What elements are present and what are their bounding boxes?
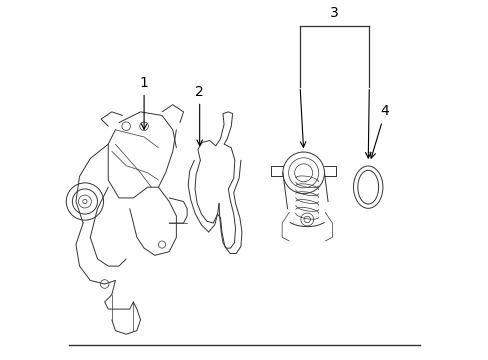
Text: 3: 3	[329, 6, 338, 21]
Text: 1: 1	[140, 76, 148, 129]
Text: 4: 4	[369, 104, 389, 158]
Text: 2: 2	[195, 85, 203, 145]
